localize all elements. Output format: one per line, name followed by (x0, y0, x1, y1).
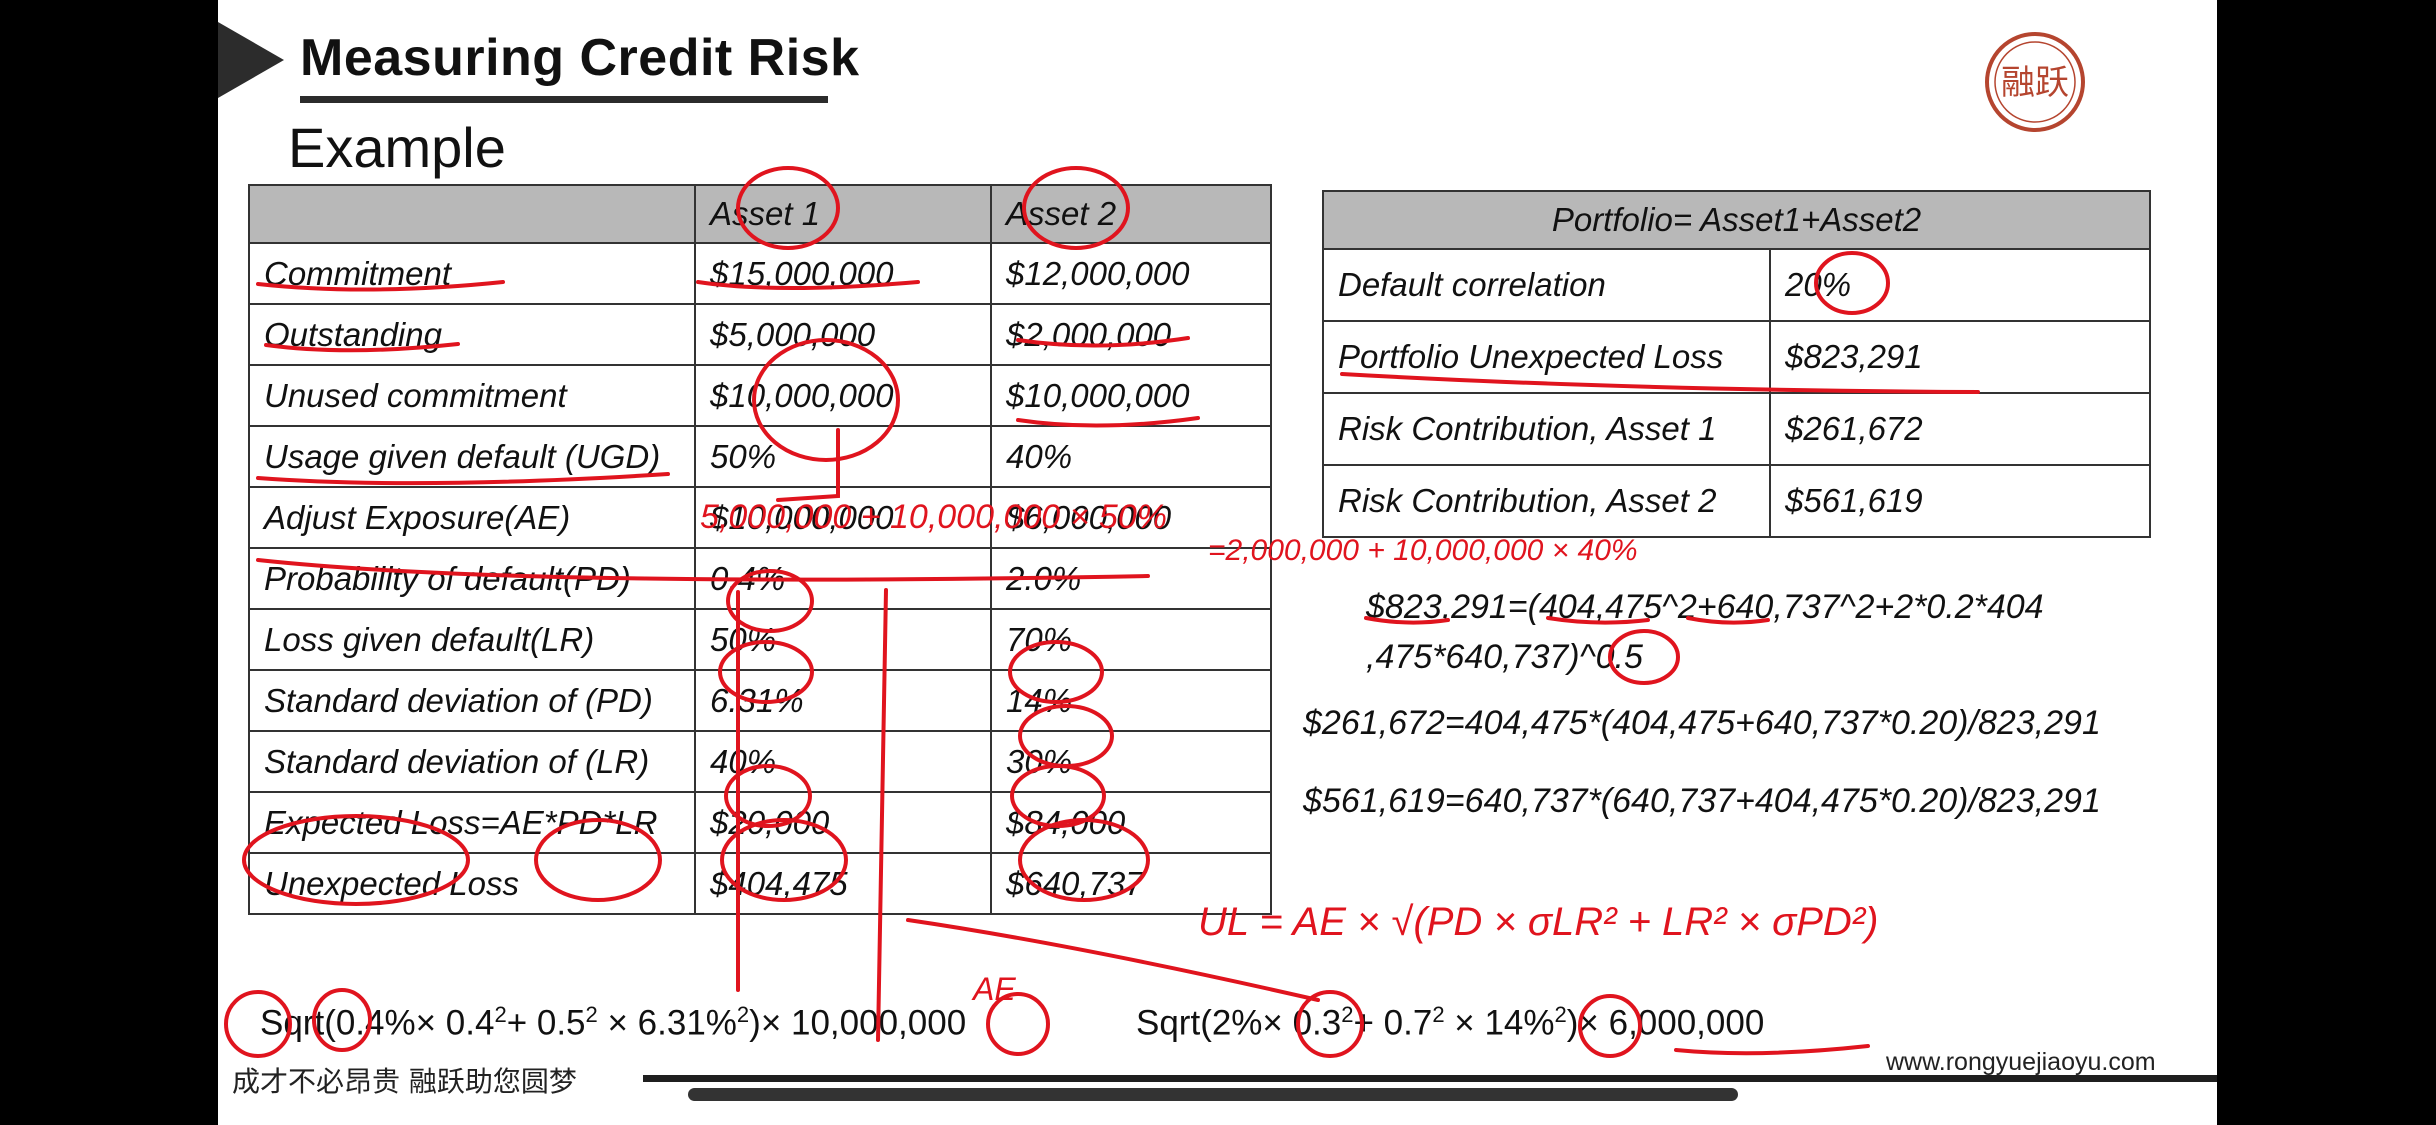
row-label: Loss given default(LR) (248, 608, 696, 671)
row-label: Adjust Exposure(AE) (248, 486, 696, 549)
row-label: Probability of default(PD) (248, 547, 696, 610)
header-cell-asset1: Asset 1 (694, 184, 992, 244)
table-row: Commitment $15,000,000 $12,000,000 (248, 242, 1272, 305)
title-arrow-icon (218, 22, 284, 98)
row-label: Commitment (248, 242, 696, 305)
asset1-value: $15,000,000 (694, 242, 992, 305)
table-row: Risk Contribution, Asset 2 $561,619 (1322, 464, 2151, 538)
ae-note-asset2: =2,000,000 + 10,000,000 × 40% (1208, 534, 1638, 567)
title-underline (300, 96, 828, 103)
row-label: Expected Loss=AE*PD*LR (248, 791, 696, 854)
table-row: Default correlation 20% (1322, 248, 2151, 322)
row-label: Unexpected Loss (248, 852, 696, 915)
slide: Measuring Credit Risk Example 融跃 Asset 1… (218, 0, 2217, 1125)
asset2-value: 40% (990, 425, 1272, 488)
table-row: Standard deviation of (LR) 40% 30% (248, 730, 1272, 793)
asset2-value: $6,000,000 (990, 486, 1272, 549)
table-row: Outstanding $5,000,000 $2,000,000 (248, 303, 1272, 366)
asset-table-header: Asset 1 Asset 2 (248, 184, 1272, 244)
asset1-value: $20,000 (694, 791, 992, 854)
table-row: Risk Contribution, Asset 1 $261,672 (1322, 392, 2151, 466)
asset2-value: 30% (990, 730, 1272, 793)
portfolio-table: Portfolio= Asset1+Asset2 Default correla… (1322, 190, 2151, 538)
asset-table: Asset 1 Asset 2 Commitment $15,000,000 $12… (248, 184, 1272, 915)
asset2-value: $2,000,000 (990, 303, 1272, 366)
asset2-value: $84,000 (990, 791, 1272, 854)
asset1-value: 50% (694, 608, 992, 671)
asset2-value: 70% (990, 608, 1272, 671)
header-cell-empty (248, 184, 696, 244)
asset2-value: 14% (990, 669, 1272, 732)
table-row: Portfolio Unexpected Loss $823,291 (1322, 320, 2151, 394)
table-row: Adjust Exposure(AE) $10,000,000 $6,000,000 (248, 486, 1272, 549)
portfolio-value: 20% (1769, 248, 2151, 322)
row-label: Usage given default (UGD) (248, 425, 696, 488)
table-row: Probability of default(PD) 0.4% 2.0% (248, 547, 1272, 610)
portfolio-value: $561,619 (1769, 464, 2151, 538)
rc2-formula: $561,619=640,737*(640,737+404,475*0.20)/… (1303, 782, 2101, 820)
asset2-value: $640,737 (990, 852, 1272, 915)
page-subtitle: Example (288, 116, 506, 179)
table-row: Expected Loss=AE*PD*LR $20,000 $84,000 (248, 791, 1272, 854)
row-label: Standard deviation of (PD) (248, 669, 696, 732)
portfolio-header: Portfolio= Asset1+Asset2 (1322, 190, 2151, 250)
asset1-value: $10,000,000 (694, 364, 992, 427)
video-progress-scrollbar[interactable] (688, 1088, 1738, 1101)
table-row: Unused commitment $10,000,000 $10,000,000 (248, 364, 1272, 427)
asset1-value: 50% (694, 425, 992, 488)
slogan: 成才不必昂贵 融跃助您圆梦 (232, 1065, 577, 1098)
asset2-value: $10,000,000 (990, 364, 1272, 427)
row-label: Default correlation (1322, 248, 1771, 322)
header-cell-asset2: Asset 2 (990, 184, 1272, 244)
asset2-value: $12,000,000 (990, 242, 1272, 305)
table-row: Usage given default (UGD) 50% 40% (248, 425, 1272, 488)
portfolio-value: $823,291 (1769, 320, 2151, 394)
asset1-value: 6.31% (694, 669, 992, 732)
af-note: AE (971, 971, 1016, 1007)
asset1-value: $5,000,000 (694, 303, 992, 366)
table-row: Loss given default(LR) 50% 70% (248, 608, 1272, 671)
pul-formula-line2: ,475*640,737)^0.5 (1366, 638, 1643, 676)
asset1-value: $404,475 (694, 852, 992, 915)
row-label: Outstanding (248, 303, 696, 366)
table-row: Standard deviation of (PD) 6.31% 14% (248, 669, 1272, 732)
asset1-value: 0.4% (694, 547, 992, 610)
footer-url: www.rongyuejiaoyu.com (1886, 1048, 2156, 1076)
sqrt-formula-asset1: Sqrt(0.4%× 0.42+ 0.52 × 6.31%2)× 10,000,… (260, 1002, 967, 1043)
ul-formula-note: UL = AE × √(PD × σLR² + LR² × σPD²) (1198, 900, 1878, 944)
table-row: Unexpected Loss $404,475 $640,737 (248, 852, 1272, 915)
logo-icon: 融跃 (1985, 32, 2085, 132)
asset1-value: 40% (694, 730, 992, 793)
asset2-value: 2.0% (990, 547, 1272, 610)
rc1-formula: $261,672=404,475*(404,475+640,737*0.20)/… (1303, 704, 2101, 742)
logo-text: 融跃 (2001, 63, 2069, 103)
row-label: Risk Contribution, Asset 1 (1322, 392, 1771, 466)
portfolio-value: $261,672 (1769, 392, 2151, 466)
row-label: Risk Contribution, Asset 2 (1322, 464, 1771, 538)
pul-formula-line1: $823,291=(404,475^2+640,737^2+2*0.2*404 (1366, 588, 2044, 626)
row-label: Unused commitment (248, 364, 696, 427)
footer-rule (643, 1075, 2217, 1082)
row-label: Portfolio Unexpected Loss (1322, 320, 1771, 394)
asset1-value: $10,000,000 (694, 486, 992, 549)
row-label: Standard deviation of (LR) (248, 730, 696, 793)
sqrt-formula-asset2: Sqrt(2%× 0.32+ 0.72 × 14%2)× 6,000,000 (1136, 1002, 1765, 1043)
page-title: Measuring Credit Risk (300, 29, 860, 87)
portfolio-table-header: Portfolio= Asset1+Asset2 (1322, 190, 2151, 250)
